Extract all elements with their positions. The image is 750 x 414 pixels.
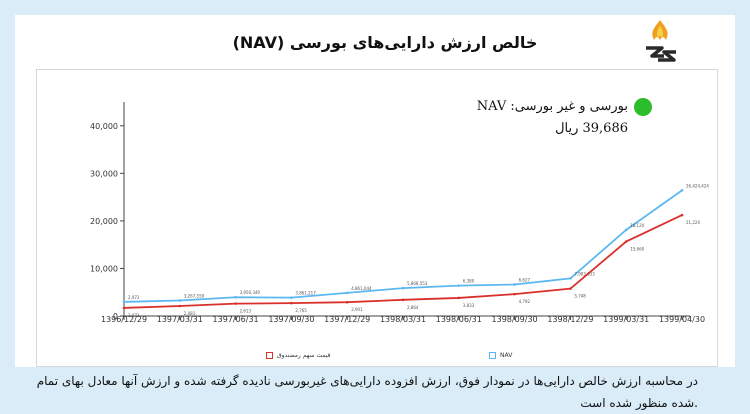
data-point-price bbox=[178, 304, 182, 308]
data-point-nav bbox=[178, 299, 182, 302]
y-tick-label: 10,000 bbox=[90, 264, 118, 273]
data-point-price bbox=[513, 292, 516, 296]
legend-item-nav: NAV bbox=[489, 349, 512, 361]
data-label-price: 15,660 bbox=[630, 247, 644, 252]
data-label-price: 2,613 bbox=[240, 309, 252, 314]
data-point-nav bbox=[122, 300, 126, 304]
data-label-price: 21,220 bbox=[686, 220, 700, 225]
legend-swatch-nav bbox=[489, 351, 496, 359]
data-point-price bbox=[569, 287, 572, 290]
data-point-price bbox=[624, 240, 628, 243]
data-point-nav bbox=[234, 295, 237, 299]
series-line-nav bbox=[123, 189, 683, 303]
data-label-nav: 26,424,424 bbox=[686, 183, 709, 188]
data-point-nav bbox=[345, 291, 349, 295]
data-point-nav bbox=[290, 296, 293, 299]
data-label-price: 2,864 bbox=[407, 305, 419, 310]
x-tick-label: 1397/12/29 bbox=[324, 315, 370, 324]
nav-annotation-value: 39,686 ریال bbox=[555, 121, 628, 136]
legend-swatch-price bbox=[266, 351, 273, 359]
legend-label-price: قیمت سهم رمضندوق bbox=[277, 351, 331, 359]
x-tick-label: 1398/09/30 bbox=[492, 315, 538, 324]
data-label-price: 2,901 bbox=[351, 307, 363, 312]
data-label-nav: 18,120 bbox=[630, 223, 644, 228]
data-label-price: 4,792 bbox=[519, 299, 531, 304]
data-label-nav: 4,861,044 bbox=[351, 286, 372, 291]
nav-annotation-label: بورسی و غیر بورسی: NAV bbox=[476, 99, 628, 114]
data-label-nav: 5,868,553 bbox=[407, 281, 428, 286]
data-point-nav bbox=[401, 286, 405, 290]
data-point-price bbox=[401, 298, 405, 302]
data-point-nav bbox=[624, 228, 628, 232]
data-point-price bbox=[290, 301, 293, 305]
data-point-nav bbox=[680, 189, 684, 192]
data-point-price bbox=[680, 213, 684, 217]
data-label-nav: 6,627 bbox=[519, 277, 531, 282]
data-point-price bbox=[345, 300, 349, 304]
x-tick-label: 1398/12/29 bbox=[547, 315, 593, 324]
data-label-price: 2,073 bbox=[128, 313, 140, 318]
fund-logo-icon bbox=[646, 20, 676, 62]
x-tick-label: 1399/04/30 bbox=[659, 315, 705, 324]
legend-item-price: قیمت سهم رمضندوق bbox=[266, 349, 330, 361]
footnote-line-1: در محاسبه ارزش خالص دارایی‌ها در نمودار … bbox=[36, 374, 698, 388]
data-label-price: 3,833 bbox=[463, 303, 475, 308]
x-tick-label: 1399/03/31 bbox=[603, 315, 649, 324]
footnote-line-2: .شده منظور شده است bbox=[580, 396, 698, 410]
chart-title: خالص ارزش دارایی‌های بورسی (NAV) bbox=[232, 33, 538, 52]
x-tick-label: 1397/03/31 bbox=[157, 315, 203, 324]
data-label-nav: 2,972 bbox=[128, 295, 140, 300]
x-tick-label: 1398/06/31 bbox=[436, 315, 482, 324]
y-tick-label: 30,000 bbox=[90, 169, 118, 178]
data-label-price: 5,748 bbox=[574, 294, 586, 299]
data-point-price bbox=[122, 306, 126, 310]
footnote: در محاسبه ارزش خالص دارایی‌ها در نمودار … bbox=[30, 370, 698, 414]
nav-marker-icon bbox=[634, 98, 652, 116]
x-tick-label: 1397/06/31 bbox=[213, 315, 259, 324]
data-point-price bbox=[234, 302, 237, 305]
data-point-nav bbox=[569, 277, 572, 280]
y-tick-label: 40,000 bbox=[90, 122, 118, 131]
y-tick-label: 0 bbox=[113, 312, 118, 321]
data-label-price: 2,081 bbox=[184, 311, 196, 316]
x-tick-label: 1396/12/29 bbox=[101, 315, 147, 324]
series-line-price bbox=[123, 214, 683, 309]
data-label-nav: 3,861,217 bbox=[295, 291, 316, 296]
data-point-price bbox=[457, 296, 461, 300]
data-label-nav: 3,267,559 bbox=[184, 293, 205, 298]
data-label-price: 2,765 bbox=[295, 308, 307, 313]
x-tick-label: 1397/09/30 bbox=[268, 315, 314, 324]
y-tick-label: 20,000 bbox=[90, 217, 118, 226]
legend-label-nav: NAV bbox=[500, 351, 513, 359]
x-tick-label: 1398/03/31 bbox=[380, 315, 426, 324]
data-label-nav: 6,380 bbox=[463, 279, 475, 284]
data-label-nav: 3,950,349 bbox=[240, 290, 261, 295]
data-point-nav bbox=[513, 283, 516, 286]
data-label-nav: 7,903,633 bbox=[574, 271, 595, 276]
data-point-nav bbox=[457, 284, 461, 287]
chart-area bbox=[36, 69, 718, 367]
